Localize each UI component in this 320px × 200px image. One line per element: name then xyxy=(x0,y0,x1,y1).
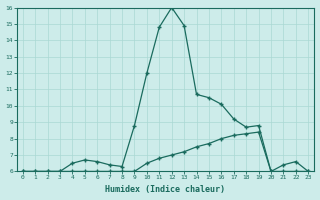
X-axis label: Humidex (Indice chaleur): Humidex (Indice chaleur) xyxy=(106,185,226,194)
